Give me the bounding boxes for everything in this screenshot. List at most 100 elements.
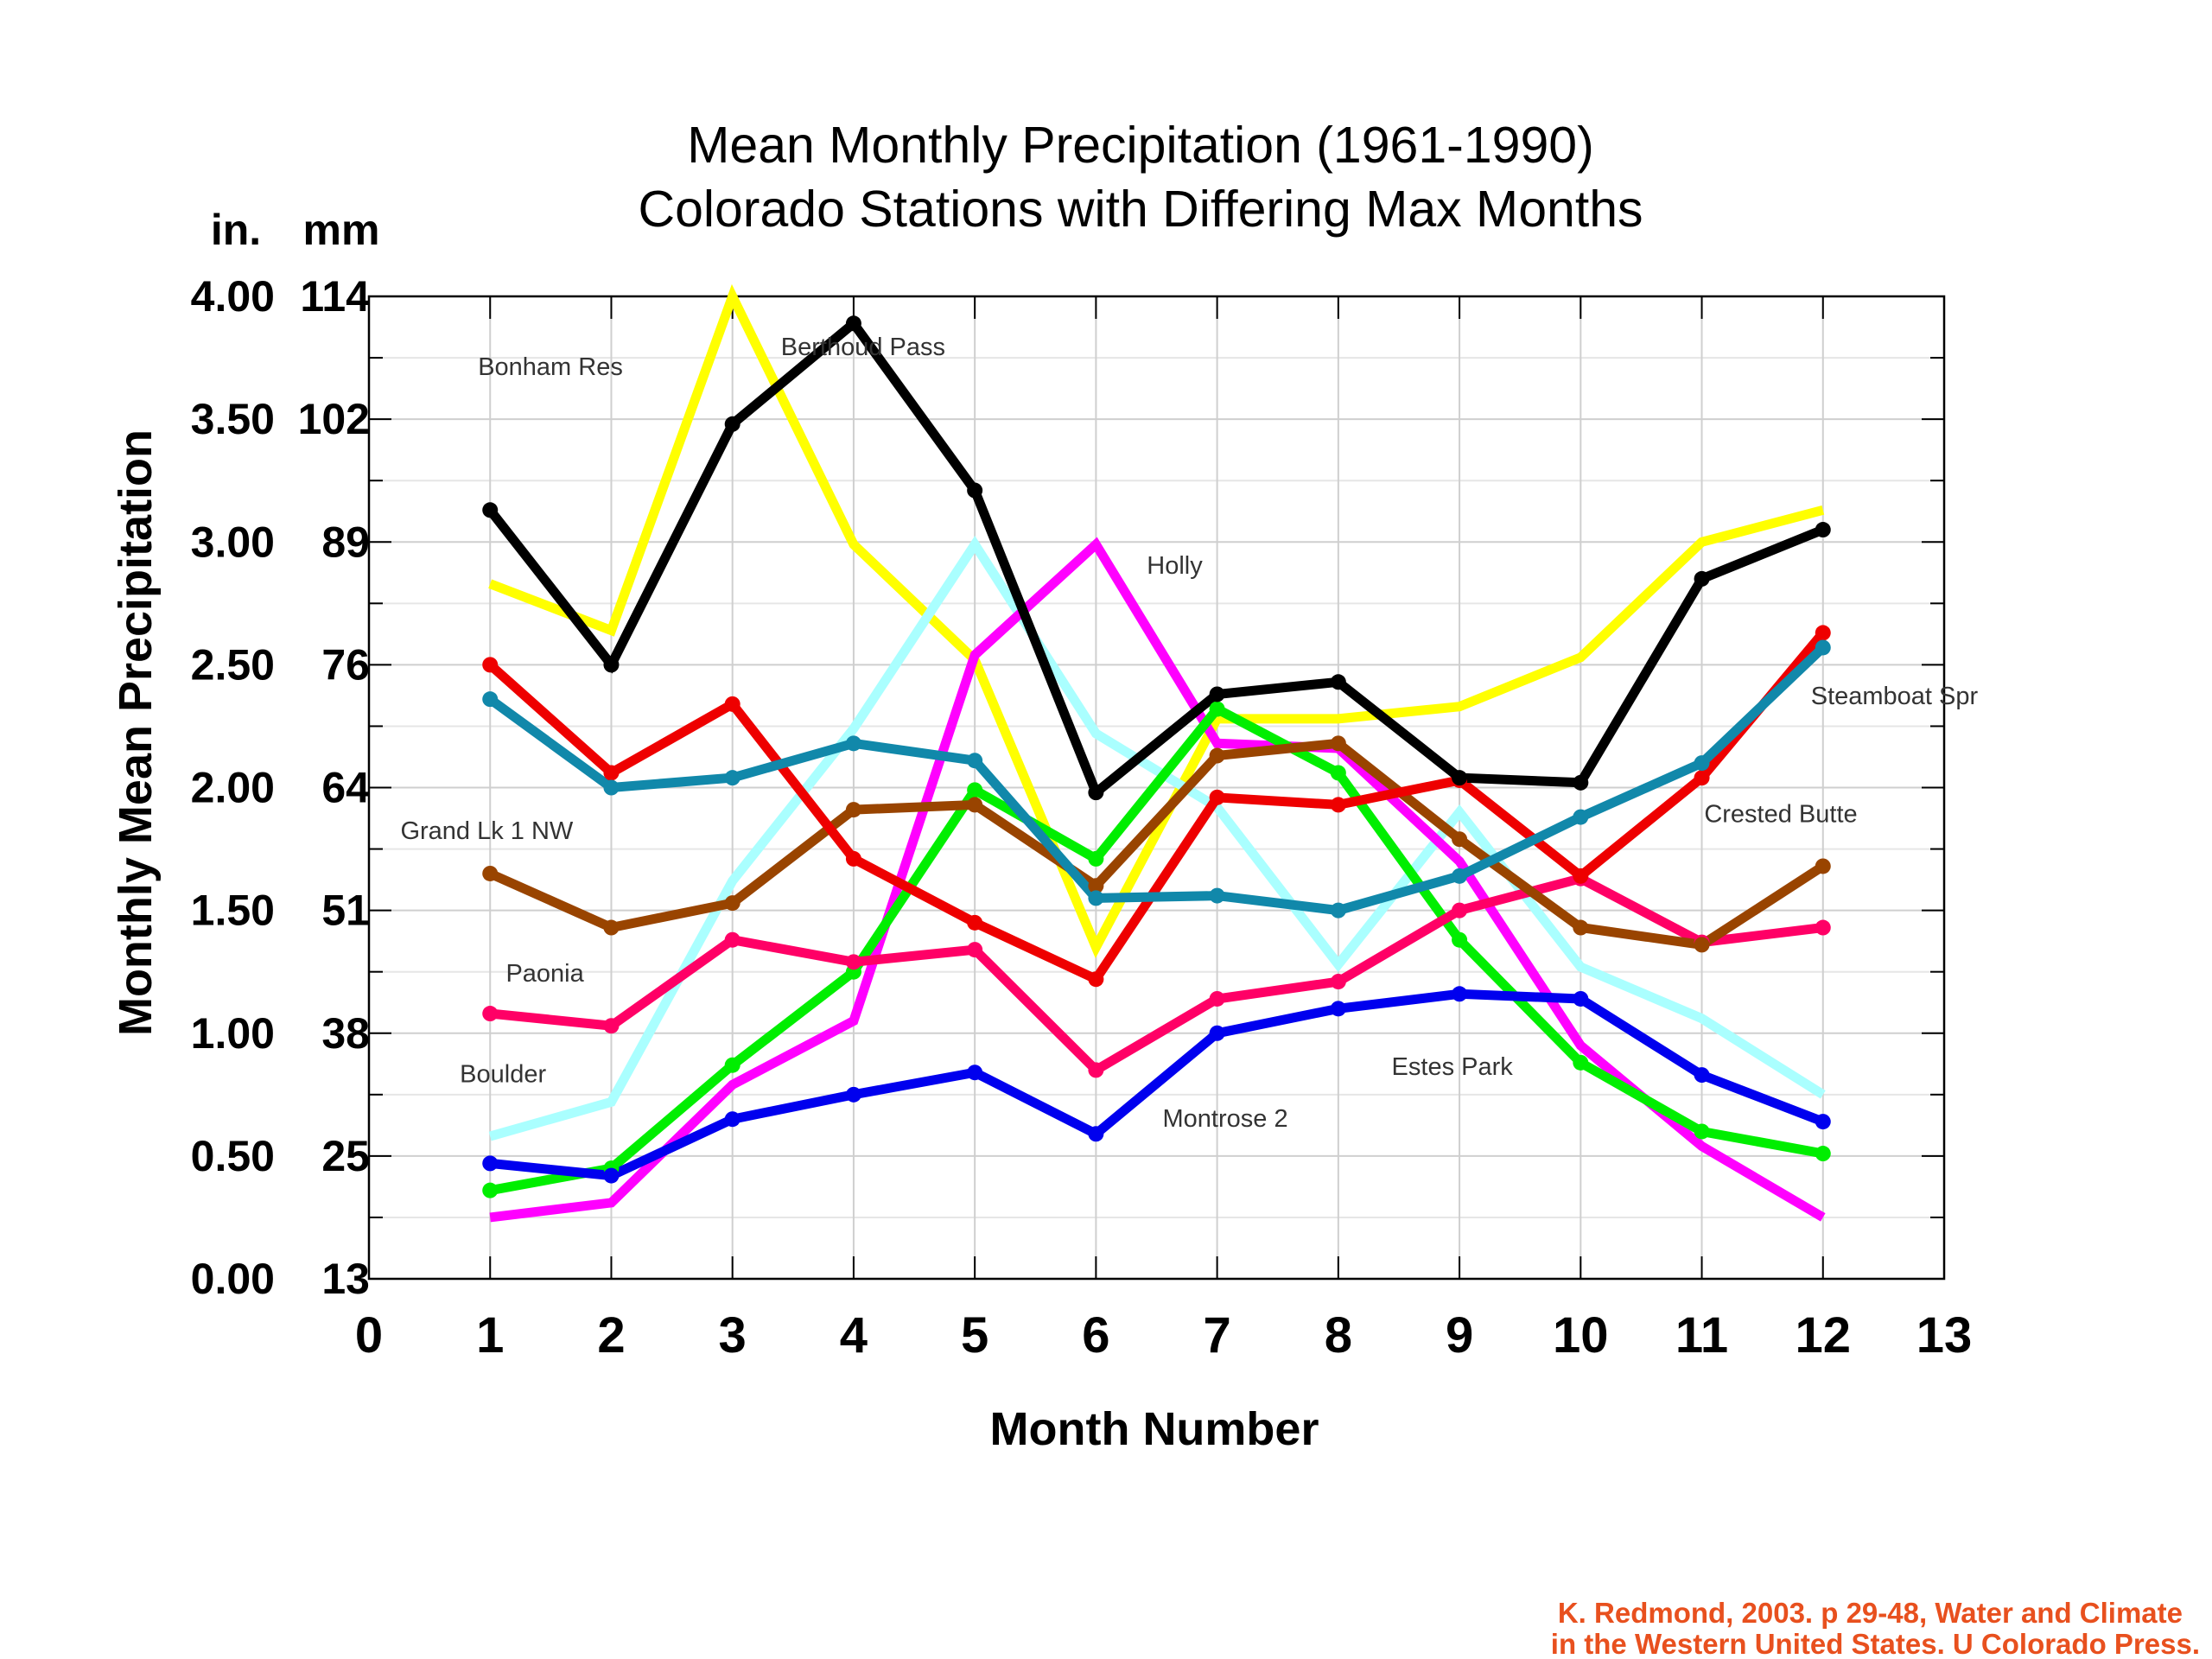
data-point <box>1330 674 1346 690</box>
unit-label-mm: mm <box>303 206 380 254</box>
y-tick-label-mm: 51 <box>321 887 370 935</box>
y-tick-label-mm: 64 <box>321 764 370 812</box>
data-point <box>845 315 861 332</box>
station-label: Holly <box>1147 552 1203 580</box>
data-point <box>482 865 499 881</box>
data-point <box>603 765 620 781</box>
x-tick-label: 0 <box>355 1307 383 1363</box>
data-point <box>482 657 499 673</box>
data-point <box>482 1182 499 1198</box>
station-label: Crested Butte <box>1704 800 1857 828</box>
data-point <box>1573 990 1589 1007</box>
data-point <box>1694 570 1710 587</box>
y-tick-label-inches: 1.50 <box>191 887 275 935</box>
data-point <box>1452 831 1468 848</box>
x-tick-label: 11 <box>1675 1307 1728 1363</box>
data-point <box>1209 1025 1225 1041</box>
x-tick-label: 4 <box>840 1307 868 1363</box>
series-line-1 <box>488 283 1825 959</box>
data-point <box>845 1086 861 1103</box>
data-point <box>1452 986 1468 1002</box>
x-tick-label: 10 <box>1553 1307 1609 1363</box>
data-point <box>724 770 741 786</box>
chart-title-line-1: Mean Monthly Precipitation (1961-1990) <box>687 117 1593 174</box>
station-label: Montrose 2 <box>1163 1105 1288 1133</box>
station-label: Bonham Res <box>478 353 623 381</box>
x-tick-label: 6 <box>1082 1307 1109 1363</box>
data-point <box>1088 971 1104 988</box>
chart-title-line-2: Colorado Stations with Differing Max Mon… <box>638 181 1643 238</box>
data-point <box>1088 850 1104 867</box>
data-point <box>1088 1126 1104 1142</box>
data-point <box>603 779 620 796</box>
data-point <box>1694 755 1710 772</box>
credit-line-2: in the Western United States. U Colorado… <box>1551 1628 2200 1659</box>
station-label: Boulder <box>460 1061 546 1089</box>
series-line-5 <box>489 873 1824 1077</box>
data-point <box>845 850 861 867</box>
data-point <box>1815 639 1831 656</box>
data-point <box>1088 890 1104 906</box>
data-point <box>1815 1114 1831 1130</box>
data-point <box>1694 937 1710 953</box>
series-line-10 <box>486 316 1825 801</box>
data-point <box>1330 735 1346 752</box>
data-point <box>845 735 861 752</box>
data-point <box>724 1111 741 1128</box>
x-tick-label: 9 <box>1446 1307 1473 1363</box>
data-point <box>724 1057 741 1073</box>
data-point <box>482 502 499 518</box>
x-tick-label: 2 <box>597 1307 625 1363</box>
y-tick-labels: 0.00 13 0.50 25 1.00 38 1.50 51 2.00 64 2.50 76 3.00… <box>191 272 371 1303</box>
data-point <box>967 797 983 813</box>
data-point <box>1452 902 1468 918</box>
data-point <box>1694 770 1710 786</box>
data-point <box>482 691 499 708</box>
data-point <box>603 1018 620 1034</box>
data-point <box>1088 785 1104 801</box>
y-tick-label-mm: 76 <box>321 640 370 689</box>
station-label: Grand Lk 1 NW <box>400 817 573 845</box>
data-point <box>1209 990 1225 1007</box>
data-point <box>1573 868 1589 884</box>
data-point <box>482 1006 499 1022</box>
unit-label-inches: in. <box>211 206 261 254</box>
plot-frame <box>367 295 1946 1281</box>
y-tick-label-mm: 25 <box>321 1132 370 1180</box>
data-point <box>1573 774 1589 791</box>
x-tick-label: 8 <box>1325 1307 1352 1363</box>
series-lines <box>486 283 1827 1223</box>
y-tick-label-mm: 102 <box>298 395 370 443</box>
data-point <box>1088 1062 1104 1078</box>
data-point <box>1694 1067 1710 1084</box>
data-point <box>1815 858 1831 874</box>
series-line-7 <box>487 738 1826 950</box>
data-point <box>1452 931 1468 948</box>
series-line-9 <box>486 644 1827 916</box>
y-tick-label-inches: 2.50 <box>191 640 275 689</box>
data-point <box>967 942 983 958</box>
data-point <box>1815 1146 1831 1162</box>
y-tick-label-mm: 89 <box>321 518 370 566</box>
data-point <box>1330 797 1346 813</box>
x-tick-label: 12 <box>1796 1307 1852 1363</box>
data-point <box>1209 686 1225 702</box>
data-point <box>1815 919 1831 936</box>
data-point <box>1452 868 1468 884</box>
data-point <box>724 895 741 912</box>
data-point <box>845 802 861 818</box>
data-point <box>967 482 983 499</box>
data-point <box>1330 902 1346 918</box>
data-point <box>724 696 741 712</box>
data-point <box>1452 770 1468 786</box>
x-tick-label: 1 <box>476 1307 504 1363</box>
y-tick-label-inches: 0.50 <box>191 1132 275 1180</box>
y-tick-label-inches: 3.00 <box>191 518 275 566</box>
data-point <box>482 1155 499 1172</box>
data-point <box>967 753 983 769</box>
data-point <box>1088 878 1104 894</box>
y-tick-label-inches: 1.00 <box>191 1009 275 1058</box>
data-point <box>967 1065 983 1081</box>
y-tick-label-inches: 2.00 <box>191 764 275 812</box>
